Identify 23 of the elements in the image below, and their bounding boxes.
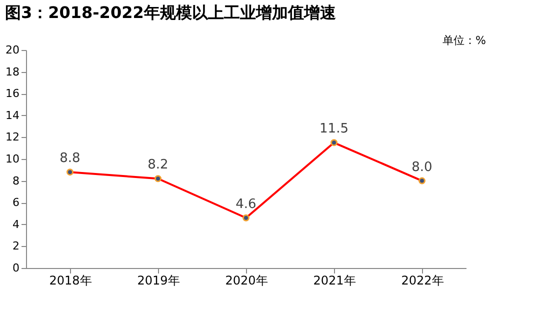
text: 8.8 — [60, 151, 80, 166]
x-tick-label: 2019年 — [137, 274, 180, 288]
y-tick-label: 14 — [6, 108, 20, 122]
y-tick-label: 10 — [6, 152, 20, 166]
text: 8.0 — [412, 160, 432, 175]
y-tick-label: 8 — [12, 174, 20, 188]
chart-title: 图3：2018-2022年规模以上工业增加值增速 — [5, 3, 337, 22]
x-tick-label: 2021年 — [313, 274, 356, 288]
y-tick-label: 4 — [12, 218, 20, 231]
y-tick-label: 12 — [6, 130, 20, 144]
x-tick-label: 2018年 — [49, 274, 92, 288]
y-tick-label: 0 — [12, 262, 20, 274]
y-tick-label: 18 — [6, 65, 20, 78]
text: 11.5 — [320, 122, 348, 137]
text: 8.2 — [148, 158, 168, 173]
y-tick-label: 16 — [6, 87, 20, 100]
y-tick-label: 2 — [12, 240, 20, 253]
text: 单位：% — [442, 34, 486, 47]
y-tick-label: 6 — [12, 196, 20, 210]
x-tick-label: 2022年 — [401, 274, 444, 288]
text: 4.6 — [236, 196, 256, 212]
x-tick-label: 2020年 — [225, 274, 268, 288]
y-tick-label: 20 — [6, 44, 20, 56]
